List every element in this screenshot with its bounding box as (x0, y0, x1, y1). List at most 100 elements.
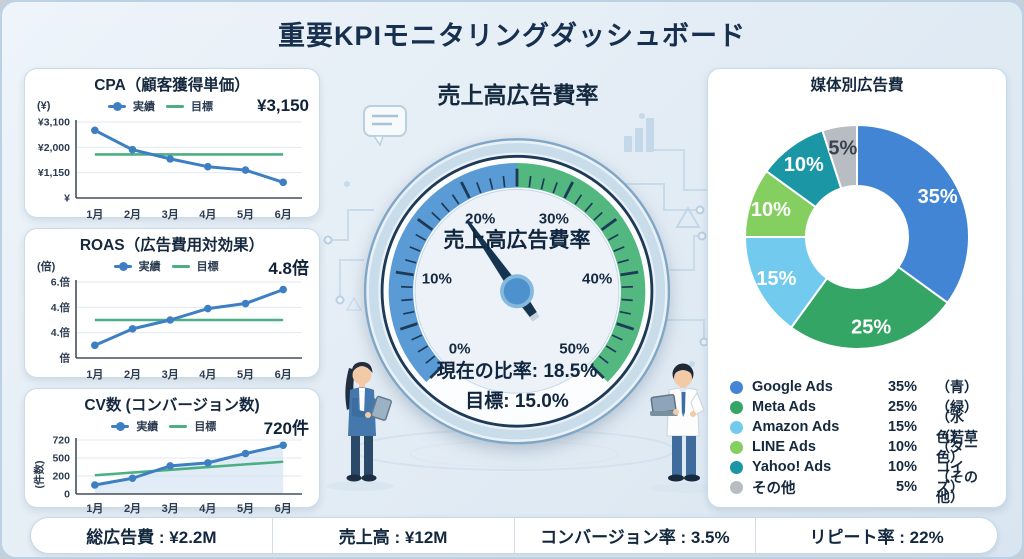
svg-text:1月: 1月 (86, 208, 103, 221)
svg-text:倍: 倍 (60, 352, 71, 365)
svg-text:3月: 3月 (162, 208, 179, 221)
cpa-legend: 実績 目標 (71, 98, 257, 114)
cpa-card-title: CPA（顧客獲得単価） (94, 77, 250, 94)
roas-card-title: ROAS（広告費用対効果） (79, 237, 265, 254)
legend-percent: 35% (887, 379, 917, 396)
target-series-marker (169, 424, 188, 428)
donut-legend: Google Ads 35% （青） Meta Ads 25% （緑） Amazon Ads… (708, 377, 1006, 505)
svg-text:4.倍: 4.倍 (51, 301, 71, 314)
cpa-current-value: ¥3,150 (257, 96, 309, 116)
target-series-label: 目標 (194, 421, 217, 434)
svg-text:6月: 6月 (275, 208, 292, 221)
svg-text:10%: 10% (784, 154, 824, 176)
legend-item-0: Google Ads 35% （青） (730, 377, 984, 397)
svg-text:30%: 30% (539, 211, 570, 228)
legend-label: Amazon Ads (752, 419, 840, 436)
svg-text:5月: 5月 (237, 502, 254, 515)
svg-text:3月: 3月 (162, 368, 179, 381)
woman-with-tablet-illustration (345, 362, 392, 482)
svg-text:¥: ¥ (64, 193, 70, 205)
gauge-current-value: 現在の比率: 18.5% (436, 361, 598, 382)
cv-current-value: 720件 (263, 418, 309, 438)
svg-text:1月: 1月 (86, 368, 103, 381)
actual-series-label: 実績 (133, 101, 155, 114)
target-series-label: 目標 (191, 101, 213, 114)
legend-percent: 10% (887, 459, 917, 476)
cv-unit-label: (件数) (33, 460, 46, 489)
svg-text:4.倍: 4.倍 (51, 327, 71, 340)
chat-bubble-icon (363, 105, 407, 147)
svg-text:5月: 5月 (237, 368, 254, 381)
legend-color-dot (730, 400, 743, 414)
legend-percent: 5% (896, 479, 917, 496)
media-spend-donut-chart: 35%25%15%10%10%5% (743, 124, 970, 351)
gauge-title: 売上高広告費率 (437, 82, 599, 108)
svg-text:500: 500 (52, 453, 70, 465)
actual-series-label: 実績 (136, 421, 159, 434)
svg-text:6月: 6月 (275, 502, 292, 515)
cpa-chart-header: (¥) 実績 目標 ¥3,150 (25, 95, 319, 116)
svg-text:5%: 5% (828, 138, 857, 160)
svg-text:¥2,000: ¥2,000 (38, 142, 70, 154)
legend-item-5: その他 5% （その他） (730, 469, 984, 505)
footer-stat-1: 売上高 : ¥12M (271, 518, 514, 553)
svg-text:10%: 10% (751, 199, 791, 221)
svg-text:1月: 1月 (86, 502, 103, 515)
cv-card: CV数 (コンバージョン数) 実績 目標 720件 (件数) 720 500 200… (24, 388, 320, 515)
footer-stat-0: 総広告費 : ¥2.2M (86, 528, 217, 547)
gauge-section: 0% 10% 20% 30% 40% 50% 売上高広告費率 現在の比率: 18.5% 目… (347, 112, 687, 468)
summary-stats-bar: 総広告費 : ¥2.2M 売上高 : ¥12M コンバージョン率 : 3.5% リピー… (30, 517, 998, 554)
footer-stat-3: リピート率 : 22% (755, 518, 997, 553)
target-series-marker (166, 104, 184, 108)
svg-text:¥1,150: ¥1,150 (38, 168, 70, 180)
svg-text:2月: 2月 (124, 208, 141, 221)
svg-text:¥3,100: ¥3,100 (38, 117, 70, 129)
gauge-target-value: 目標: 15.0% (465, 391, 569, 412)
svg-text:6.倍: 6.倍 (51, 276, 71, 289)
target-series-marker (171, 264, 190, 268)
roas-card: ROAS（広告費用対効果） (倍) 実績 目標 4.8倍 6.倍 4.倍 4.倍倍 1… (24, 228, 320, 381)
bar-chart-icon (624, 118, 654, 152)
svg-text:2月: 2月 (124, 368, 141, 381)
legend-item-4: Yahoo! Ads 10% （ターコイズ） (730, 439, 984, 495)
legend-item-2: Amazon Ads 15% （水色） (730, 409, 984, 445)
legend-percent: 25% (887, 399, 917, 416)
svg-text:720: 720 (52, 436, 70, 447)
roas-chart-header: (倍) 実績 目標 4.8倍 (25, 255, 319, 278)
svg-text:5月: 5月 (237, 208, 254, 221)
donut-card-title: 媒体別広告費 (810, 77, 904, 94)
actual-series-marker (113, 261, 132, 271)
legend-color-dot (730, 380, 743, 394)
legend-label: Google Ads (752, 379, 833, 396)
svg-text:40%: 40% (582, 270, 613, 287)
actual-series-marker (108, 101, 126, 111)
legend-color-dot (730, 420, 743, 434)
legend-color-name: （ターコイズ） (936, 439, 978, 496)
svg-text:10%: 10% (422, 270, 453, 287)
legend-color-dot (730, 480, 743, 494)
cpa-line-chart: ¥3,100 ¥2,000 ¥1,150 ¥1月 2月 3月 4月 5月 6月 (38, 117, 302, 221)
svg-text:25%: 25% (851, 317, 891, 339)
svg-text:200: 200 (52, 471, 70, 483)
svg-text:20%: 20% (465, 211, 496, 228)
svg-text:4月: 4月 (199, 368, 216, 381)
legend-color-name: （水色） (936, 409, 964, 446)
floor-rings (326, 429, 722, 493)
svg-text:15%: 15% (756, 268, 796, 290)
legend-color-name: （その他） (936, 469, 978, 506)
legend-percent: 15% (887, 419, 917, 436)
legend-item-1: Meta Ads 25% （緑） (730, 397, 984, 417)
footer-stat-2: コンバージョン率 : 3.5% (513, 518, 756, 553)
legend-color-dot (730, 440, 743, 454)
cpa-unit-label: (¥) (37, 100, 51, 113)
page-title: 重要KPIモニタリングダッシュボード (277, 21, 746, 51)
legend-color-name: （若草色） (936, 429, 978, 466)
cv-legend: 実績 目標 (71, 418, 264, 434)
roas-line-chart: 6.倍 4.倍 4.倍倍 1月 2月 3月 4月 5月 6月 (51, 276, 302, 381)
legend-label: その他 (752, 480, 796, 497)
svg-text:0: 0 (64, 489, 70, 501)
legend-percent: 10% (887, 439, 917, 456)
ad-ratio-gauge: 0% 10% 20% 30% 40% 50% (363, 138, 671, 445)
